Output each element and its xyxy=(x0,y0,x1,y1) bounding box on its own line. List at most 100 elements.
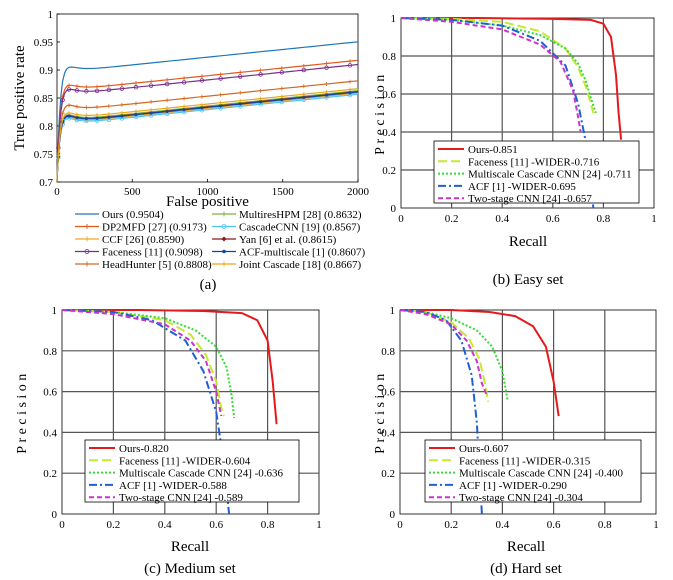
panel-a-legend-label: Faceness [11] (0.9098) xyxy=(102,247,203,259)
panel-a-series-marker xyxy=(324,65,329,70)
panel-c-medium-set-chart: 0 0.2 0.4 0.6 0.8 1 0 0.2 0.4 0.6 0.8 1 Recall Precis… xyxy=(15,305,322,577)
panel-a-legend-label: DP2MFD [27] (0.9173) xyxy=(102,222,207,234)
panel-c-legend-label: Faceness [11] -WIDER-0.604 xyxy=(119,455,251,467)
panel-a-series-marker xyxy=(133,109,138,114)
panel-b-legend-label: Ours-0.851 xyxy=(468,144,518,156)
panel-a-series-marker xyxy=(199,94,204,99)
panel-a-series-line xyxy=(56,59,359,183)
panel-a-series-marker xyxy=(182,96,187,101)
panel-c-y-tick-label: 1 xyxy=(52,305,58,317)
panel-a-series-marker xyxy=(324,89,329,94)
panel-c-y-tick-label: 0.6 xyxy=(43,387,57,399)
panel-b-legend-label: ACF [1] -WIDER-0.695 xyxy=(468,181,576,193)
panel-a-series-marker xyxy=(258,88,263,93)
panel-d-series-line xyxy=(399,309,483,515)
panel-a-series-marker xyxy=(348,91,352,95)
panel-d-x-axis-label: Recall xyxy=(507,539,545,555)
panel-d-x-tick-label: 0.6 xyxy=(547,519,561,531)
panel-a-series-marker xyxy=(74,88,80,93)
panel-a-series-marker xyxy=(66,87,72,92)
panel-a-series-marker xyxy=(95,113,100,118)
panel-b-x-tick-label: 0.2 xyxy=(445,213,459,225)
panel-a-series-line xyxy=(56,88,359,183)
panel-a-series-marker xyxy=(133,85,139,90)
panel-d-series-line xyxy=(399,309,509,400)
panel-a-legend-label: ACF-multiscale [1] (0.8607) xyxy=(239,247,366,259)
panel-a-series-marker xyxy=(219,104,223,108)
panel-a-legend-label: HeadHunter [5] (0.8808) xyxy=(102,259,212,271)
panel-c-x-tick-label: 0.4 xyxy=(158,519,172,531)
panel-a-series-marker xyxy=(347,63,353,68)
panel-b-series-line xyxy=(400,17,595,209)
panel-a-series-marker xyxy=(238,74,243,79)
panel-b-legend-label: Multiscale Cascade CNN [24] -0.711 xyxy=(468,169,632,181)
panel-d-legend-label: Faceness [11] -WIDER-0.315 xyxy=(459,455,591,467)
panel-a-legend-marker xyxy=(221,224,227,229)
panel-a-series-marker xyxy=(302,96,306,99)
panel-a-series-marker xyxy=(301,63,306,68)
panel-c-legend-label: Two-stage CNN [24] -0.589 xyxy=(119,492,243,504)
panel-b-y-tick-label: 1 xyxy=(391,13,397,25)
panel-a-series-marker xyxy=(106,112,111,117)
panel-a-y-tick-label: 0.7 xyxy=(39,177,53,189)
panel-a-series-marker xyxy=(133,101,138,106)
panel-a-series-marker xyxy=(279,86,284,91)
panel-c-series-line xyxy=(62,309,278,425)
panel-a-y-tick-label: 0.95 xyxy=(34,37,54,49)
panel-a-series-marker xyxy=(95,105,100,110)
panel-b-legend-label: Two-stage CNN [24] -0.657 xyxy=(468,193,592,205)
panel-d-legend-box xyxy=(424,439,642,503)
panel-a-series-marker xyxy=(84,85,89,90)
panel-a-y-tick-label: 0.85 xyxy=(34,93,54,105)
panel-a-legend-label: Yan [6] et al. (0.8615) xyxy=(239,234,337,246)
panel-c-legend-label: ACF [1] -WIDER-0.588 xyxy=(119,480,227,492)
panel-a-series-marker xyxy=(74,112,79,117)
panel-a-x-tick-label: 1000 xyxy=(197,186,220,198)
panel-a-series-line xyxy=(56,91,359,183)
panel-b-y-tick-label: 0.2 xyxy=(382,165,396,177)
panel-a-series-marker xyxy=(348,87,353,92)
panel-a-series-line xyxy=(56,41,359,183)
panel-d-y-tick-label: 0.4 xyxy=(381,427,395,439)
panel-a-series-marker xyxy=(60,117,65,122)
panel-a-series-marker xyxy=(348,59,353,64)
panel-d-x-tick-label: 0.8 xyxy=(598,519,612,531)
panel-b-series-line xyxy=(400,17,597,114)
panel-a-roc-chart: 0 500 1000 1500 2000 0.7 0.75 0.8 0.85 0.9 0.95 1 Fa… xyxy=(12,9,370,293)
panel-d-y-tick-label: 1 xyxy=(390,305,396,317)
panel-c-y-tick-label: 0.2 xyxy=(43,468,57,480)
panel-d-y-axis-label: Precision xyxy=(373,370,388,454)
panel-a-legend-label: Ours (0.9504) xyxy=(102,209,164,221)
panel-a-series-marker xyxy=(199,74,204,79)
panel-a-series-marker xyxy=(133,81,138,86)
panel-a-series-marker xyxy=(218,100,223,105)
panel-c-legend-label: Multiscale Cascade CNN [24] -0.636 xyxy=(119,468,284,480)
panel-a-series-marker xyxy=(218,92,223,97)
panel-a-x-tick-label: 0 xyxy=(54,186,60,198)
panel-a-series-marker xyxy=(149,111,153,115)
panel-a-series-marker xyxy=(95,116,99,120)
panel-a-series-marker xyxy=(182,76,187,81)
panel-b-y-tick-label: 0.8 xyxy=(382,51,396,63)
panel-a-series-marker xyxy=(238,102,242,106)
panel-c-x-tick-label: 0.6 xyxy=(209,519,223,531)
panel-b-series-line xyxy=(400,17,582,133)
panel-c-x-axis-label: Recall xyxy=(171,539,209,555)
panel-a-series-marker xyxy=(134,113,138,117)
panel-a-legend-marker xyxy=(221,211,227,217)
panel-a-series-marker xyxy=(348,79,353,84)
panel-a-series-marker xyxy=(258,72,263,77)
panel-a-series-marker xyxy=(119,102,124,107)
panel-a-series-marker xyxy=(106,104,111,109)
panel-a-series-marker xyxy=(325,93,328,97)
panel-b-y-tick-label: 0 xyxy=(391,203,397,215)
panel-a-legend-marker xyxy=(222,249,226,254)
panel-a-x-axis-label: False positive xyxy=(166,194,249,210)
panel-a-x-tick-label: 2000 xyxy=(347,186,370,198)
panel-a-series-marker xyxy=(165,98,170,103)
panel-a-y-axis-label: True positive rate xyxy=(12,45,28,151)
panel-a-series-marker xyxy=(84,117,88,121)
panel-a-series-marker xyxy=(301,92,306,97)
panel-a-series-marker xyxy=(119,82,124,87)
